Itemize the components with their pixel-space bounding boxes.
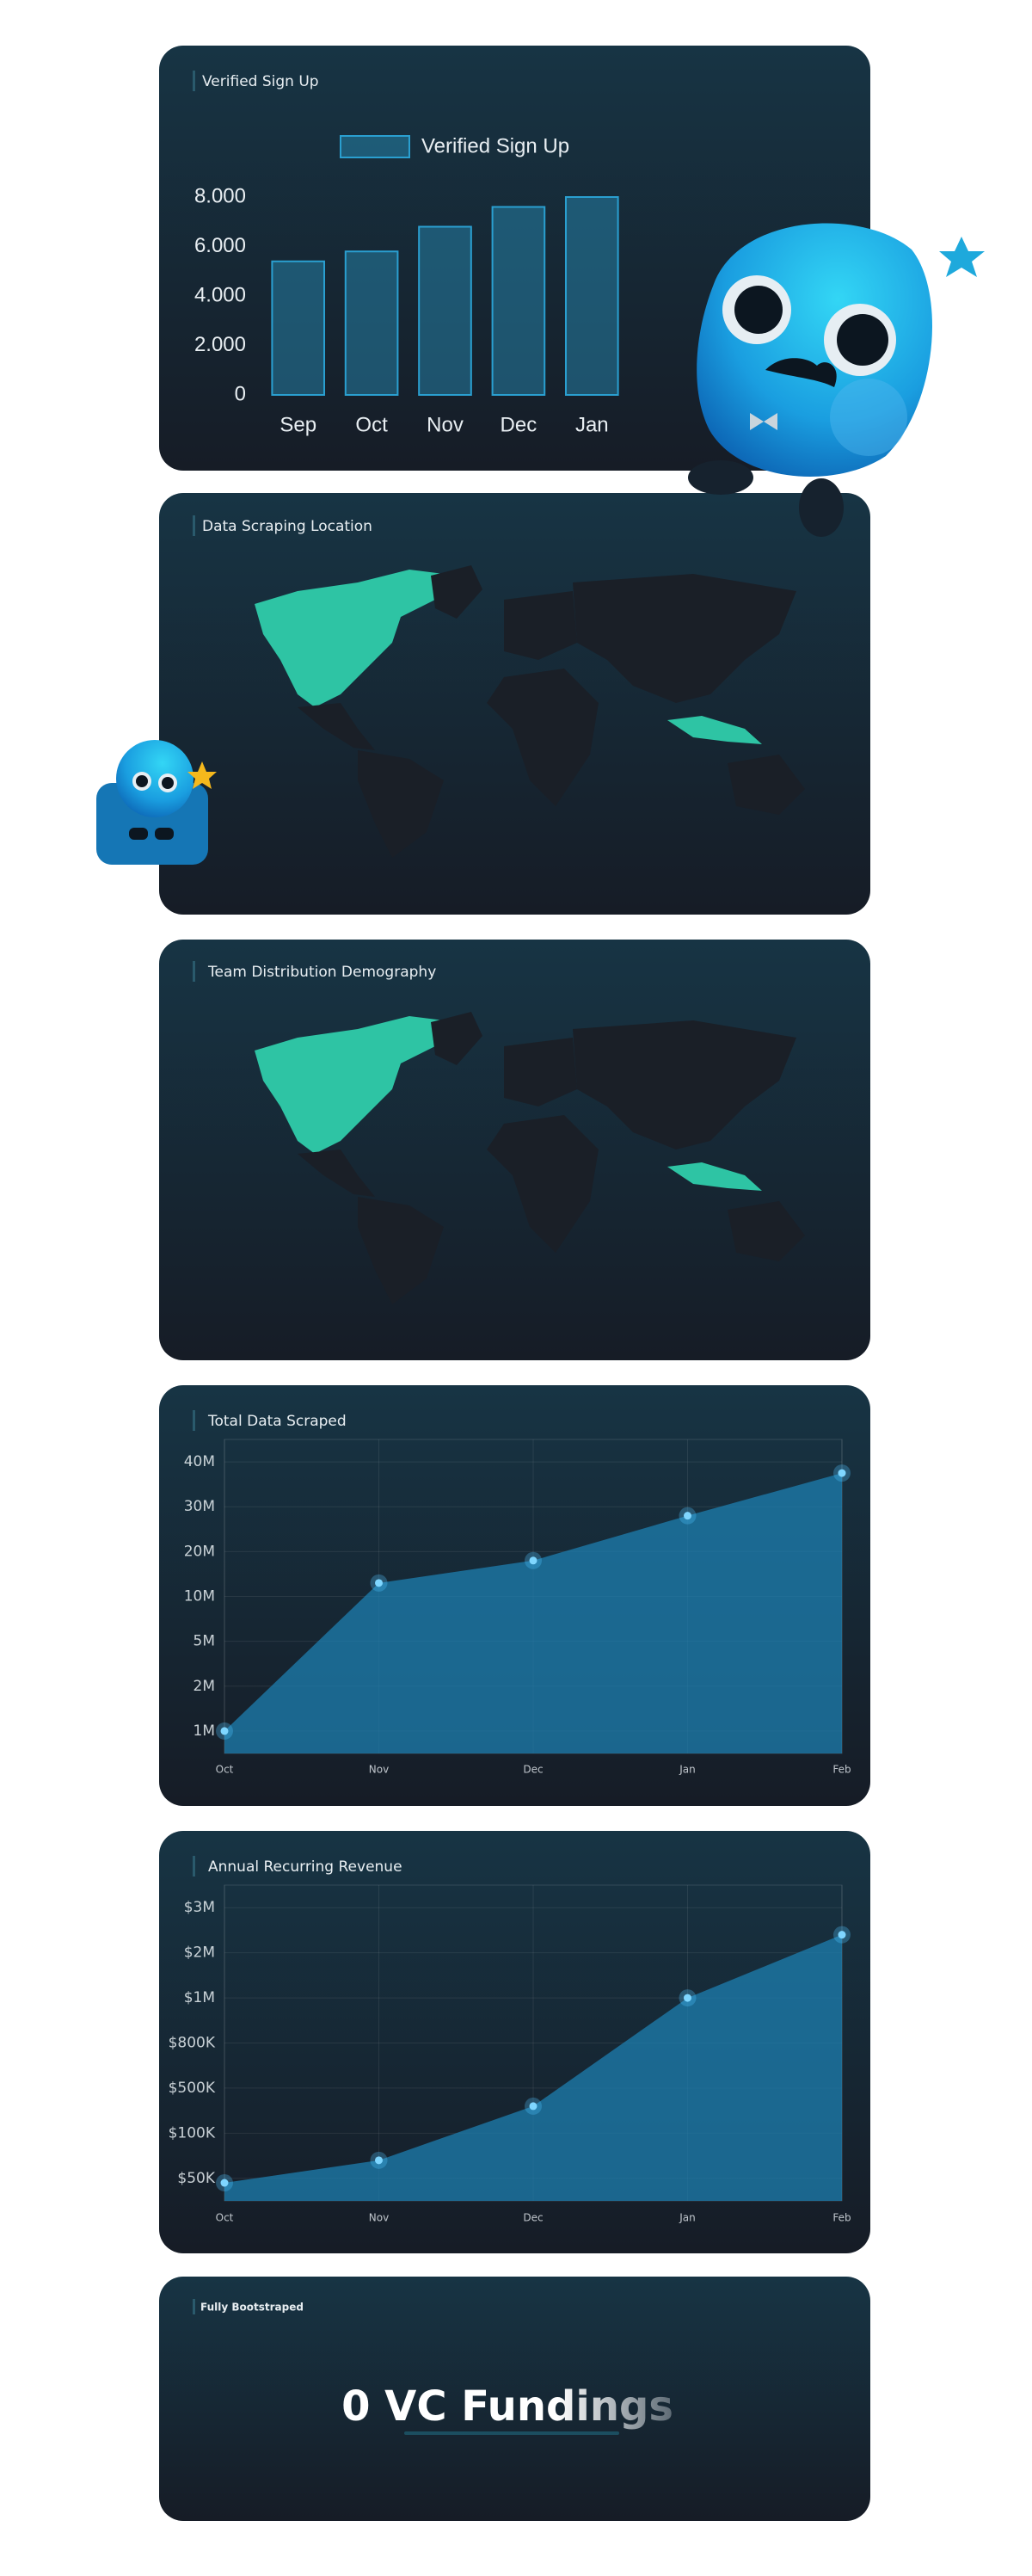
card-title: Total Data Scraped: [207, 1413, 347, 1430]
charts: 0 2.000 4.000 6.000 8.000 Verified Sign Up Sep…: [169, 134, 851, 2223]
x-tick-label: Oct: [216, 2212, 234, 2224]
mascot-small: [96, 740, 217, 865]
card-title: Team Distribution Demography: [207, 964, 436, 981]
y-tick-label: 0: [235, 382, 246, 405]
y-tick-label: 2.000: [194, 333, 246, 356]
headline-underline: [404, 2431, 619, 2435]
x-tick-label: Jan: [575, 413, 609, 436]
y-tick-label: 30M: [184, 1498, 215, 1515]
legend-swatch: [340, 135, 410, 158]
bar: [564, 196, 619, 396]
x-tick-label: Nov: [427, 413, 464, 436]
legend-label: Verified Sign Up: [421, 134, 569, 157]
y-tick-label: 4.000: [194, 283, 246, 306]
point: [220, 2179, 229, 2187]
point: [529, 1556, 538, 1565]
y-tick-label: $50K: [177, 2170, 215, 2187]
x-tick-label: Sep: [280, 413, 316, 436]
y-tick-label: $800K: [169, 2035, 216, 2052]
y-tick-label: $2M: [184, 1944, 215, 1962]
bar: [271, 260, 326, 396]
y-tick-label: 40M: [184, 1453, 215, 1470]
point: [220, 1727, 229, 1735]
y-tick-label: 2M: [194, 1678, 215, 1695]
y-tick-label: $100K: [169, 2124, 216, 2142]
mascot: [688, 223, 985, 537]
bar: [344, 250, 399, 396]
card: [159, 2277, 870, 2521]
y-tick-label: $3M: [184, 1899, 215, 1916]
title-accent: [193, 515, 195, 536]
x-tick-label: Feb: [832, 1764, 851, 1776]
point: [375, 2156, 383, 2165]
x-tick-label: Nov: [369, 2212, 389, 2224]
title-accent: [193, 71, 195, 91]
bar: [491, 206, 546, 396]
x-tick-label: Feb: [832, 2212, 851, 2224]
card-title: Verified Sign Up: [202, 73, 319, 90]
x-tick-label: Oct: [216, 1764, 234, 1776]
x-tick-label: Jan: [679, 2212, 696, 2224]
point: [529, 2102, 538, 2111]
point: [838, 1469, 846, 1477]
y-tick-label: $1M: [184, 1989, 215, 2006]
y-tick-label: 20M: [184, 1543, 215, 1560]
y-tick-label: 10M: [184, 1588, 215, 1605]
card-title: Data Scraping Location: [202, 518, 372, 535]
y-tick-label: 5M: [194, 1633, 215, 1650]
x-tick-label: Nov: [369, 1764, 389, 1776]
point: [684, 1994, 691, 2002]
x-tick-label: Dec: [523, 2212, 543, 2224]
banner-headline: 0 VC Fundings: [341, 2382, 673, 2431]
card-title: Annual Recurring Revenue: [208, 1858, 402, 1876]
banner-label: Fully Bootstraped: [200, 2302, 304, 2314]
area: [224, 1473, 842, 1753]
y-tick-label: 8.000: [194, 184, 246, 207]
card: [159, 46, 870, 471]
title-accent: [193, 961, 195, 982]
x-tick-label: Dec: [523, 1764, 543, 1776]
y-tick-label: 1M: [194, 1722, 215, 1740]
point: [684, 1512, 691, 1520]
title-accent: [193, 1410, 195, 1431]
title-accent: [193, 1856, 195, 1877]
y-tick-label: 6.000: [194, 234, 246, 257]
x-tick-label: Dec: [501, 413, 538, 436]
point: [375, 1579, 383, 1587]
y-tick-label: $500K: [169, 2080, 216, 2097]
point: [838, 1931, 846, 1939]
x-tick-label: Jan: [679, 1764, 696, 1776]
title-accent: [193, 2299, 195, 2314]
bar: [418, 225, 472, 396]
x-tick-label: Oct: [355, 413, 388, 436]
